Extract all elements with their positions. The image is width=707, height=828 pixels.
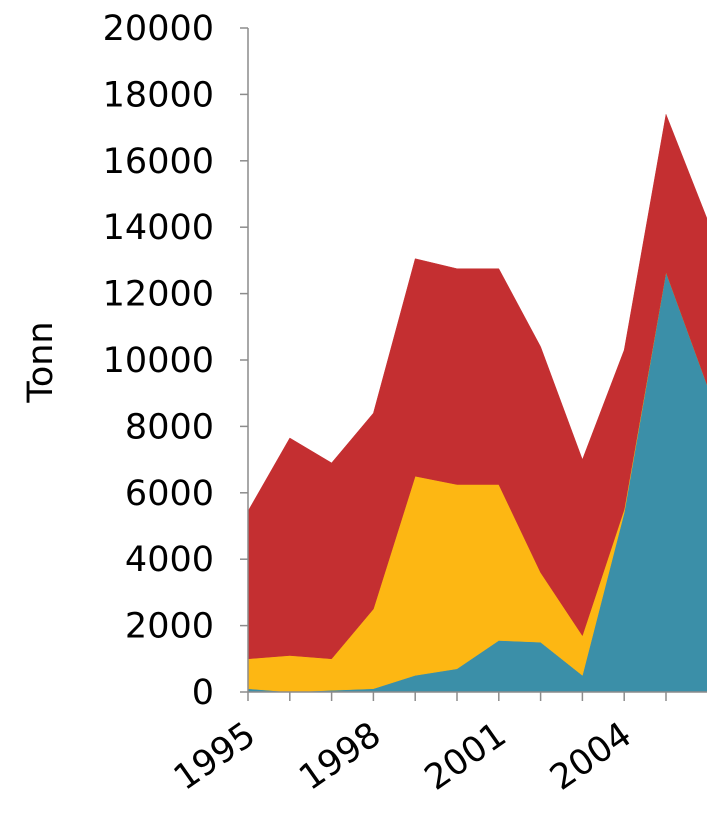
y-tick-label: 20000 <box>103 9 214 49</box>
y-tick-label: 8000 <box>125 407 214 447</box>
y-tick-label: 10000 <box>103 341 214 381</box>
x-tick-label: 2001 <box>418 715 514 799</box>
y-tick-label: 0 <box>192 673 214 713</box>
x-axis-ticks: 1995 1998 2001 2004 <box>167 692 667 799</box>
y-tick-label: 18000 <box>103 75 214 115</box>
x-tick-label: 1995 <box>167 715 263 799</box>
y-tick-label: 12000 <box>103 275 214 315</box>
area-series-3 <box>247 113 707 660</box>
y-tick-label: 16000 <box>103 142 214 182</box>
y-tick-label: 2000 <box>125 607 214 647</box>
x-tick-label: 2004 <box>543 715 639 799</box>
y-tick-label: 14000 <box>103 208 214 248</box>
y-axis-title: Tonn <box>21 321 61 403</box>
y-tick-label: 6000 <box>125 474 214 514</box>
y-axis-ticks: 0 2000 4000 6000 8000 10000 12000 14000 16000 180… <box>103 9 248 713</box>
x-tick-label: 1998 <box>292 715 388 799</box>
area-series-group <box>247 113 707 693</box>
y-tick-label: 4000 <box>125 540 214 580</box>
